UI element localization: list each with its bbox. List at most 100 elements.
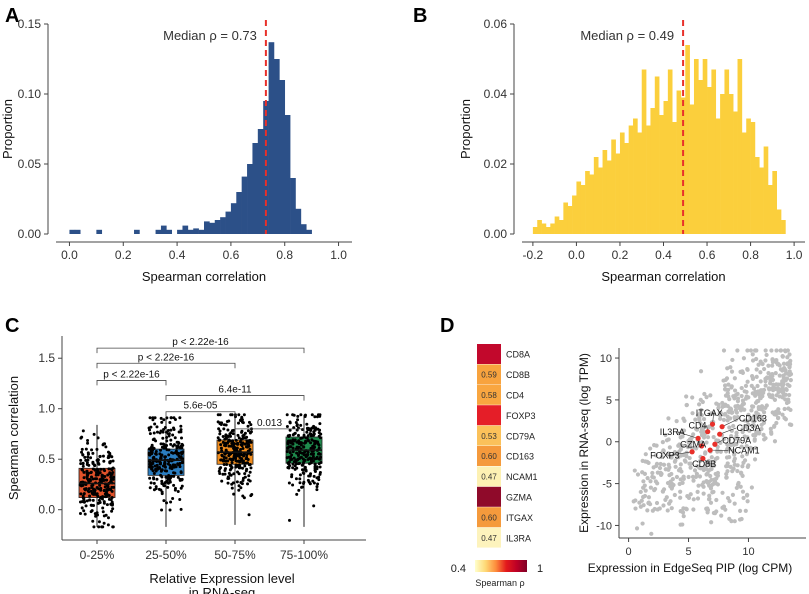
- comparison-bracket: [96, 380, 167, 386]
- highlighted-point: [712, 441, 718, 447]
- data-point: [722, 403, 727, 409]
- histogram-bar: [273, 59, 280, 234]
- data-point: [300, 441, 304, 445]
- data-point: [740, 454, 745, 459]
- data-point: [746, 422, 751, 427]
- data-point: [241, 461, 245, 465]
- data-point: [178, 498, 182, 502]
- data-point: [163, 455, 167, 459]
- data-point: [162, 499, 166, 503]
- data-point: [95, 477, 99, 481]
- data-point: [740, 370, 745, 376]
- data-point: [639, 498, 644, 503]
- data-point: [750, 352, 755, 357]
- data-point: [650, 470, 655, 476]
- data-point: [174, 450, 178, 454]
- histogram-bar: [606, 160, 612, 234]
- histogram-bar: [720, 94, 725, 234]
- y-tick-label: -10: [596, 520, 612, 532]
- comparison-label: p < 2.22e-16: [103, 369, 160, 380]
- data-point: [691, 432, 696, 437]
- data-point: [739, 471, 744, 476]
- histogram-bar: [263, 101, 269, 234]
- data-point: [318, 413, 322, 417]
- data-point: [734, 436, 739, 441]
- data-point: [677, 481, 682, 487]
- data-point: [152, 437, 156, 441]
- data-point: [741, 495, 746, 501]
- data-point: [176, 489, 180, 493]
- data-point: [224, 442, 228, 446]
- data-point: [759, 417, 764, 422]
- data-point: [313, 462, 317, 466]
- data-point: [308, 432, 312, 436]
- data-point: [106, 516, 110, 520]
- heatmap-value: 0.59: [481, 371, 497, 380]
- data-point: [159, 456, 163, 460]
- data-point: [727, 425, 732, 430]
- data-point: [294, 421, 298, 425]
- data-point: [733, 393, 738, 398]
- data-point: [227, 444, 231, 448]
- gene-label: IL3RA: [660, 427, 685, 437]
- histogram-bar: [646, 125, 651, 234]
- data-point: [682, 458, 687, 463]
- histogram-bar: [654, 76, 660, 234]
- data-point: [243, 472, 247, 476]
- data-point: [297, 488, 301, 492]
- data-point: [646, 495, 652, 500]
- data-point: [694, 446, 699, 451]
- data-point: [746, 395, 751, 400]
- data-point: [745, 435, 750, 440]
- data-point: [239, 452, 243, 456]
- data-point: [293, 467, 297, 471]
- data-point: [180, 456, 184, 460]
- data-point: [169, 500, 173, 504]
- data-point: [685, 445, 691, 450]
- data-point: [85, 463, 89, 467]
- data-point: [81, 429, 85, 433]
- data-point: [240, 415, 244, 419]
- data-point: [722, 412, 727, 417]
- data-point: [763, 383, 768, 388]
- histogram-bar: [204, 221, 210, 234]
- data-point: [723, 507, 728, 512]
- data-point: [230, 461, 234, 465]
- data-point: [90, 448, 94, 452]
- data-point: [691, 507, 696, 512]
- data-point: [178, 477, 182, 481]
- data-point: [298, 477, 302, 481]
- data-point: [701, 491, 706, 496]
- data-point: [776, 386, 781, 391]
- heatmap-cell: [477, 507, 501, 528]
- data-point: [224, 448, 228, 452]
- data-point: [165, 416, 169, 420]
- data-point: [155, 430, 159, 434]
- data-point: [295, 492, 299, 496]
- data-point: [238, 464, 242, 468]
- histogram-bar: [641, 69, 647, 234]
- data-point: [638, 489, 643, 495]
- x-tick-label: 0: [626, 546, 632, 558]
- data-point: [319, 455, 323, 459]
- y-tick-label: 1.5: [38, 351, 55, 365]
- data-point: [681, 506, 686, 511]
- histogram-bar: [663, 101, 669, 234]
- y-axis-title: Proportion: [458, 99, 473, 159]
- heatmap-cell: [477, 425, 501, 446]
- data-point: [148, 432, 152, 436]
- colorbar-title: Spearman ρ: [475, 578, 524, 588]
- data-point: [172, 443, 176, 447]
- data-point: [154, 485, 158, 489]
- data-point: [297, 462, 301, 466]
- data-point: [745, 427, 751, 432]
- data-point: [695, 413, 701, 418]
- histogram-bar: [74, 229, 81, 234]
- data-point: [155, 477, 159, 481]
- comparison-bracket: [96, 362, 236, 369]
- data-point: [732, 376, 737, 381]
- data-point: [152, 472, 156, 476]
- data-point: [745, 366, 750, 372]
- histogram-bar: [541, 223, 547, 234]
- data-point: [100, 477, 104, 481]
